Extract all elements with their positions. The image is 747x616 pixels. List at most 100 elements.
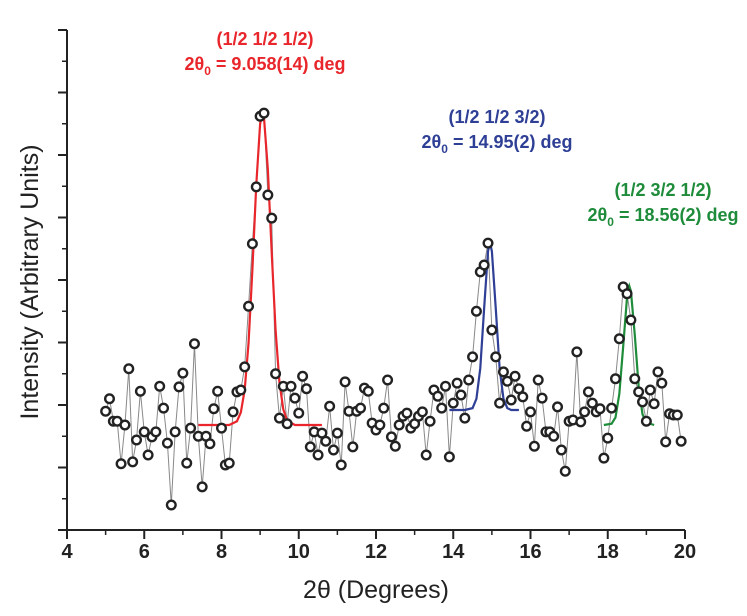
annotation-text: = 9.058(14) deg bbox=[216, 54, 346, 74]
data-point bbox=[436, 402, 448, 414]
data-point bbox=[656, 377, 668, 389]
data-point bbox=[393, 419, 405, 431]
data-point bbox=[528, 440, 540, 452]
x-tick-label: 10 bbox=[288, 541, 310, 563]
data-point bbox=[501, 375, 513, 387]
data-point bbox=[150, 426, 162, 438]
data-point bbox=[521, 420, 533, 432]
data-point bbox=[467, 351, 479, 363]
x-tick-label: 16 bbox=[519, 541, 541, 563]
annotation-text: = 14.95(2) deg bbox=[453, 132, 573, 152]
data-point bbox=[389, 440, 401, 452]
data-point bbox=[401, 407, 413, 419]
data-point bbox=[154, 380, 166, 392]
data-point bbox=[335, 459, 347, 471]
data-point bbox=[613, 333, 625, 345]
data-point bbox=[258, 107, 270, 119]
x-tick-label: 12 bbox=[365, 541, 387, 563]
data-point bbox=[598, 452, 610, 464]
data-point bbox=[185, 422, 197, 434]
data-point bbox=[440, 380, 452, 392]
data-point bbox=[119, 419, 131, 431]
data-point bbox=[494, 397, 506, 409]
data-point bbox=[127, 456, 139, 468]
data-point bbox=[281, 418, 293, 430]
data-point bbox=[243, 300, 255, 312]
data-point bbox=[158, 402, 170, 414]
data-point bbox=[300, 383, 312, 395]
data-point bbox=[250, 181, 262, 193]
data-point bbox=[378, 402, 390, 414]
data-point bbox=[331, 427, 343, 439]
data-point bbox=[575, 416, 587, 428]
data-point bbox=[536, 392, 548, 404]
data-point bbox=[227, 406, 239, 418]
data-point bbox=[532, 374, 544, 386]
x-tick-label: 6 bbox=[139, 541, 150, 563]
data-point bbox=[490, 351, 502, 363]
data-point bbox=[579, 406, 591, 418]
data-point bbox=[131, 434, 143, 446]
data-point bbox=[416, 406, 428, 418]
x-tick-label: 4 bbox=[61, 541, 73, 563]
data-point bbox=[161, 437, 173, 449]
fit-curve bbox=[603, 281, 655, 427]
data-point bbox=[320, 435, 332, 447]
data-point bbox=[633, 386, 645, 398]
data-point bbox=[204, 438, 216, 450]
data-point bbox=[374, 419, 386, 431]
data-point bbox=[239, 361, 251, 373]
data-point bbox=[424, 415, 436, 427]
annotation-value: 2θ0 = 14.95(2) deg bbox=[422, 132, 573, 156]
data-point bbox=[602, 432, 614, 444]
x-axis-title: 2θ (Degrees) bbox=[303, 576, 449, 604]
data-point bbox=[270, 368, 282, 380]
x-tick-label: 20 bbox=[674, 541, 696, 563]
data-point bbox=[142, 449, 154, 461]
data-point bbox=[478, 259, 490, 271]
data-point bbox=[362, 385, 374, 397]
annotation-label: (1/2 1/2 3/2) bbox=[448, 107, 545, 127]
data-point bbox=[517, 391, 529, 403]
data-point bbox=[285, 380, 297, 392]
data-point bbox=[123, 363, 135, 375]
data-point bbox=[586, 397, 598, 409]
annotation-label: (1/2 1/2 1/2) bbox=[216, 29, 313, 49]
data-point bbox=[246, 238, 258, 250]
data-point bbox=[235, 384, 247, 396]
data-point bbox=[339, 376, 351, 388]
data-point bbox=[629, 373, 641, 385]
data-point bbox=[432, 390, 444, 402]
data-point bbox=[304, 441, 316, 453]
data-point bbox=[188, 338, 200, 350]
data-point bbox=[212, 385, 224, 397]
data-point bbox=[582, 386, 594, 398]
data-point bbox=[648, 398, 660, 410]
data-point bbox=[297, 370, 309, 382]
data-point bbox=[115, 458, 127, 470]
data-point bbox=[675, 435, 687, 447]
data-point bbox=[609, 373, 621, 385]
data-point bbox=[463, 374, 475, 386]
data-point bbox=[443, 451, 455, 463]
data-point bbox=[165, 499, 177, 511]
data-point bbox=[555, 444, 567, 456]
annotation-value: 2θ0 = 18.56(2) deg bbox=[588, 205, 739, 229]
data-point bbox=[177, 367, 189, 379]
data-point bbox=[497, 366, 509, 378]
data-point bbox=[652, 366, 664, 378]
data-point bbox=[509, 370, 521, 382]
y-axis-title: Intensity (Arbitrary Units) bbox=[16, 144, 44, 419]
annotation-value: 2θ0 = 9.058(14) deg bbox=[184, 54, 345, 78]
annotation-label: (1/2 3/2 1/2) bbox=[614, 180, 711, 200]
data-point bbox=[208, 403, 220, 415]
data-point bbox=[173, 381, 185, 393]
data-point bbox=[100, 405, 112, 417]
x-tick-label: 8 bbox=[216, 541, 227, 563]
data-point bbox=[138, 426, 150, 438]
data-point bbox=[640, 415, 652, 427]
annotation-subscript: 0 bbox=[607, 215, 614, 229]
data-point bbox=[548, 430, 560, 442]
annotation-subscript: 0 bbox=[204, 64, 211, 78]
data-point bbox=[552, 401, 564, 413]
